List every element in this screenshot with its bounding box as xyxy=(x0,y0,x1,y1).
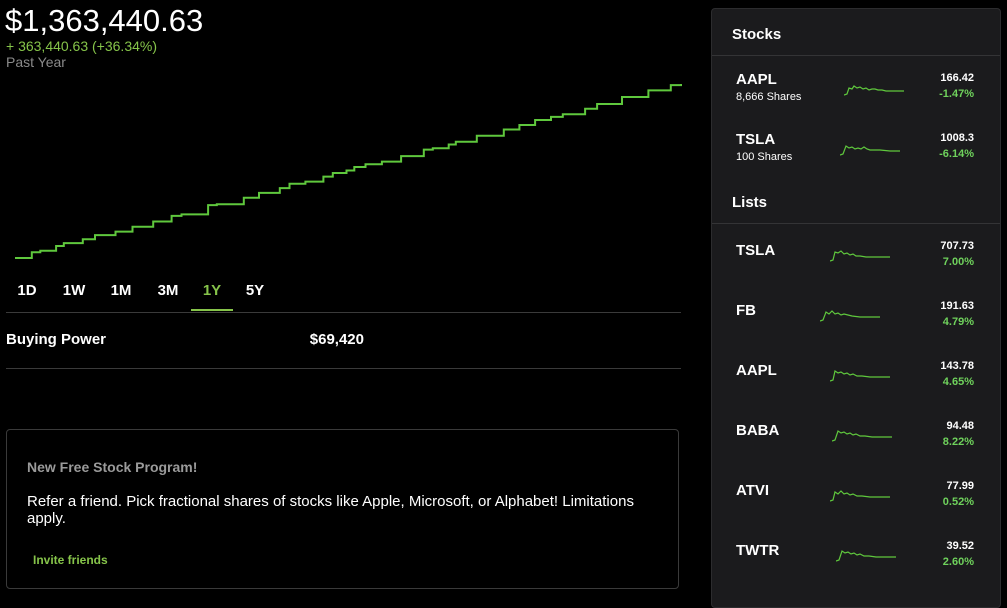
sparkline-chart xyxy=(832,430,892,442)
stock-row-aapl[interactable]: AAPL 8,666 Shares 166.42 -1.47% xyxy=(712,61,1000,117)
portfolio-panel: $1,363,440.63 + 363,440.63 (+36.34%) Pas… xyxy=(5,3,682,589)
list-row-tsla[interactable]: TSLA 707.73 7.00% xyxy=(712,229,1000,285)
promo-title: New Free Stock Program! xyxy=(27,459,198,475)
portfolio-change: + 363,440.63 (+36.34%) xyxy=(6,38,158,54)
list-price: 707.73 xyxy=(940,240,974,252)
list-change: 4.79% xyxy=(942,316,974,328)
list-price: 143.78 xyxy=(940,360,974,372)
list-price: 77.99 xyxy=(946,480,974,492)
stock-shares: 100 Shares xyxy=(736,151,793,163)
list-row-atvi[interactable]: ATVI 77.99 0.52% xyxy=(712,469,1000,525)
list-row-twtr[interactable]: TWTR 39.52 2.60% xyxy=(712,529,1000,585)
list-price: 39.52 xyxy=(946,540,974,552)
stock-row-tsla[interactable]: TSLA 100 Shares 1008.3 -6.14% xyxy=(712,121,1000,177)
list-symbol: BABA xyxy=(736,422,780,439)
range-tab-1d[interactable]: 1D xyxy=(17,282,37,299)
buying-power-label: Buying Power xyxy=(6,331,107,348)
sparkline-chart xyxy=(830,250,890,262)
list-symbol: TWTR xyxy=(736,542,780,559)
divider xyxy=(6,368,681,369)
range-tab-1y[interactable]: 1Y xyxy=(202,282,222,299)
sparkline-chart xyxy=(820,310,880,322)
stocks-section-title: Stocks xyxy=(732,26,782,43)
portfolio-balance: $1,363,440.63 xyxy=(5,3,204,38)
stock-change: -1.47% xyxy=(939,88,974,100)
list-symbol: TSLA xyxy=(736,242,776,259)
promo-body: Refer a friend. Pick fractional shares o… xyxy=(27,493,634,527)
portfolio-chart xyxy=(15,84,682,259)
range-tab-1m[interactable]: 1M xyxy=(110,282,132,299)
range-tab-1w[interactable]: 1W xyxy=(62,282,86,299)
list-row-aapl[interactable]: AAPL 143.78 4.65% xyxy=(712,349,1000,405)
promo-card: New Free Stock Program! Refer a friend. … xyxy=(6,429,679,589)
range-tab-5y[interactable]: 5Y xyxy=(245,282,265,299)
sparkline-chart xyxy=(844,85,904,96)
buying-power-value: $69,420 xyxy=(309,331,364,348)
invite-friends-link[interactable]: Invite friends xyxy=(33,553,108,567)
sparkline-chart xyxy=(836,550,896,562)
list-symbol: AAPL xyxy=(736,362,777,379)
stock-shares: 8,666 Shares xyxy=(736,91,802,103)
list-change: 4.65% xyxy=(942,376,974,388)
stock-price: 166.42 xyxy=(940,72,974,84)
sparkline-chart xyxy=(830,370,890,382)
divider xyxy=(6,312,681,313)
list-row-baba[interactable]: BABA 94.48 8.22% xyxy=(712,409,1000,465)
stock-price: 1008.3 xyxy=(940,132,974,144)
range-tab-3m[interactable]: 3M xyxy=(157,282,179,299)
list-change: 8.22% xyxy=(942,436,974,448)
stock-symbol: AAPL xyxy=(736,71,777,88)
active-range-indicator xyxy=(191,309,233,311)
stock-symbol: TSLA xyxy=(736,131,776,148)
divider xyxy=(712,55,1000,56)
portfolio-period: Past Year xyxy=(6,54,66,70)
list-row-fb[interactable]: FB 191.63 4.79% xyxy=(712,289,1000,345)
sparkline-chart xyxy=(830,490,890,502)
stock-change: -6.14% xyxy=(939,148,974,160)
lists-section-title: Lists xyxy=(732,194,768,211)
list-price: 94.48 xyxy=(946,420,974,432)
watchlist-sidebar: Stocks AAPL 8,666 Shares 166.42 -1.47% T… xyxy=(711,8,1001,608)
list-change: 7.00% xyxy=(942,256,974,268)
divider xyxy=(712,223,1000,224)
list-change: 2.60% xyxy=(942,556,974,568)
sparkline-chart xyxy=(840,145,900,156)
portfolio-chart-line xyxy=(15,84,682,259)
list-symbol: FB xyxy=(736,302,756,319)
list-change: 0.52% xyxy=(942,496,974,508)
list-price: 191.63 xyxy=(940,300,974,312)
list-symbol: ATVI xyxy=(736,482,770,499)
